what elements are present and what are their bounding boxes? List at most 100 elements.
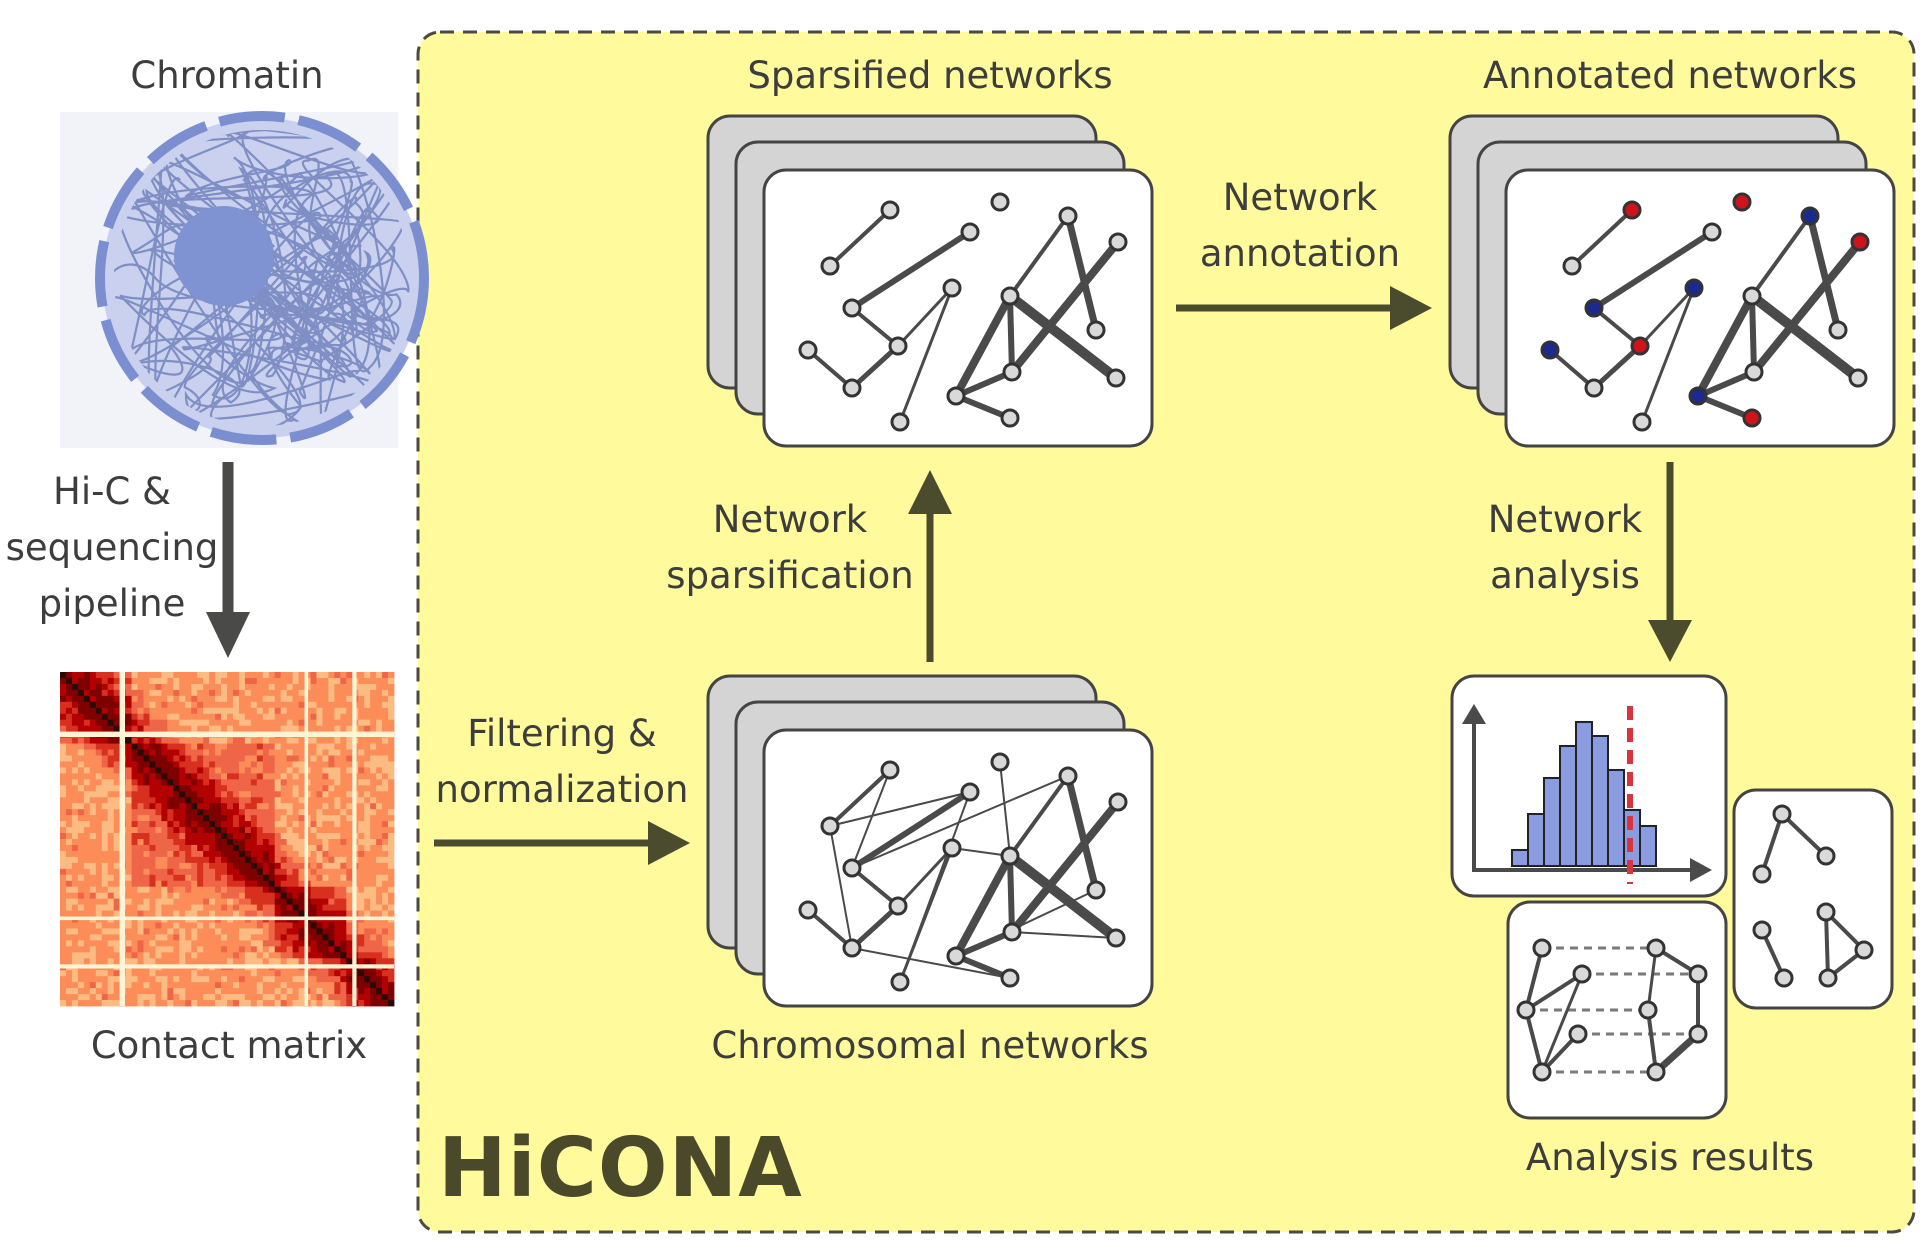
network-edge [1780, 812, 1828, 858]
histogram-bar [1639, 825, 1657, 867]
network-edge [806, 908, 854, 950]
sparsification-line-1: Network [712, 498, 868, 541]
network-edge [951, 847, 1011, 857]
network-edge [849, 343, 901, 391]
network-edge [1695, 369, 1757, 399]
filtering-line-2: normalization [435, 768, 689, 811]
network-node [842, 298, 862, 318]
network-node [1850, 232, 1870, 252]
network-edge [829, 791, 971, 827]
network-node [1800, 206, 1820, 226]
network-edge [1008, 238, 1122, 376]
network-edge [953, 369, 1015, 399]
network-edge [849, 903, 901, 951]
sparsified-networks-label: Sparsified networks [747, 54, 1113, 97]
histogram-bar [1559, 745, 1577, 867]
network-edge [1570, 208, 1634, 268]
network-edge [1749, 293, 1757, 375]
network-node [942, 278, 962, 298]
annotation-line-2: annotation [1199, 232, 1401, 275]
network-edge [1591, 229, 1715, 311]
network-node [1572, 964, 1592, 984]
network-node [1688, 964, 1708, 984]
network-edge [849, 789, 973, 871]
network-node [1632, 412, 1652, 432]
network-edge [1540, 972, 1584, 1074]
network-edge [1007, 853, 1015, 935]
network-edge [1008, 214, 1070, 298]
network-node [1532, 938, 1552, 958]
network-node [798, 340, 818, 360]
chromosomal-networks-label: Chromosomal networks [711, 1024, 1149, 1067]
network-edge [850, 866, 900, 908]
sparsified-networks-stack [706, 114, 1154, 448]
sparsification-label: Network sparsification [660, 492, 920, 604]
network-node [888, 896, 908, 916]
network-node [1774, 968, 1794, 988]
network-edge [850, 306, 900, 348]
network-edge [1694, 292, 1756, 400]
network-edge [829, 825, 853, 949]
network-node [1058, 766, 1078, 786]
annotation-label: Network annotation [1180, 170, 1420, 282]
network-node [1816, 902, 1836, 922]
network-node [1702, 222, 1722, 242]
network-node [990, 752, 1010, 772]
network-node [1646, 1062, 1666, 1082]
network-node [1646, 938, 1666, 958]
hicona-title: HiCONA [438, 1121, 803, 1216]
histogram-bar [1543, 777, 1561, 867]
network-node [1742, 286, 1762, 306]
network-edge [1747, 291, 1863, 383]
network-edge [851, 775, 1069, 869]
network-node [880, 200, 900, 220]
hic-pipeline-line-2: sequencing [5, 526, 219, 569]
network-edge [1750, 214, 1812, 298]
network-node [1106, 928, 1126, 948]
network-node [890, 412, 910, 432]
network-edge [1524, 946, 1544, 1012]
network-node [1772, 804, 1792, 824]
network-node [888, 336, 908, 356]
network-node [1000, 408, 1020, 428]
network-node [1532, 1062, 1552, 1082]
network-edge [953, 393, 1013, 421]
network-edge [1548, 348, 1596, 390]
network-node [1000, 846, 1020, 866]
network-edge [896, 286, 954, 348]
network-node [1000, 968, 1020, 988]
network-node [1000, 286, 1020, 306]
annotated-networks-stack [1448, 114, 1896, 448]
nucleolus [174, 206, 274, 306]
filtering-line-1: Filtering & [467, 712, 657, 755]
histogram-bar [1607, 769, 1625, 867]
network-node [1752, 920, 1772, 940]
filtering-label: Filtering & normalization [424, 706, 700, 818]
network-edge [1592, 306, 1642, 348]
network-edge [1760, 812, 1784, 876]
network-edge [1005, 291, 1121, 383]
network-node [1828, 320, 1848, 340]
hic-pipeline-label: Hi-C & sequencing pipeline [0, 464, 224, 632]
network-edge [1638, 286, 1696, 348]
network-edge [955, 889, 1097, 957]
network-node [1540, 340, 1560, 360]
annotated-networks-label: Annotated networks [1482, 54, 1858, 97]
hic-pipeline-line-3: pipeline [38, 582, 186, 625]
network-edge [1825, 911, 1829, 979]
network-edge [896, 846, 954, 908]
network-node [890, 972, 910, 992]
network-edge [806, 348, 854, 390]
chromatin-label: Chromatin [130, 54, 324, 97]
network-node [1002, 362, 1022, 382]
histogram-bar [1511, 849, 1529, 867]
contact-matrix-label: Contact matrix [90, 1024, 368, 1067]
network-node [1630, 336, 1650, 356]
network-edge [1064, 772, 1100, 894]
network-edge [1646, 946, 1658, 1012]
analysis-results-label: Analysis results [1525, 1136, 1815, 1179]
network-node [990, 192, 1010, 212]
hic-pipeline-line-1: Hi-C & [53, 470, 171, 513]
network-edge [828, 768, 892, 828]
